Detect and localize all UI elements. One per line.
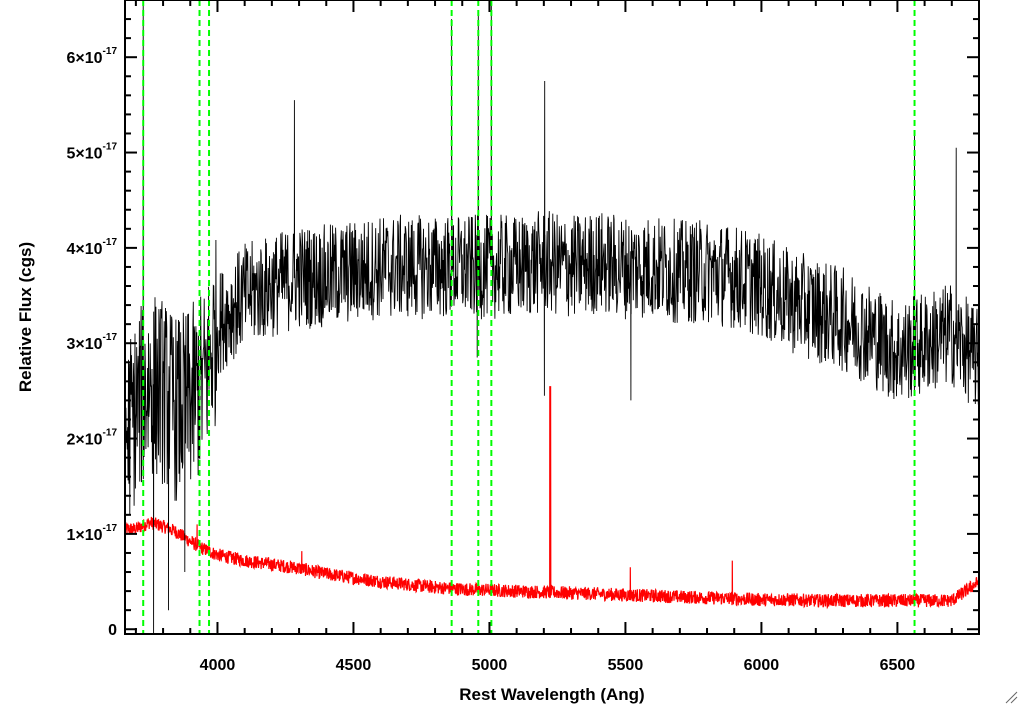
- y-tick-label: 3×10-17: [67, 332, 118, 353]
- y-tick-label: 2×10-17: [67, 428, 118, 449]
- flux-series-line: [125, 0, 979, 634]
- y-tick-label: 1×10-17: [67, 523, 118, 544]
- plot-frame: [124, 0, 980, 635]
- y-tick-label: 4×10-17: [67, 237, 118, 258]
- x-tick-label: 6000: [744, 657, 780, 674]
- series-layer: [125, 0, 979, 634]
- y-axis-ticks: 0 1×10-17 2×10-17 3×10-17 4×10-17 5×10-17 6×10…: [67, 0, 979, 639]
- vertical-line-layer: [142, 0, 916, 634]
- y-tick-label: 6×10-17: [67, 46, 118, 67]
- y-tick-label: 0: [108, 622, 117, 639]
- y-axis-label: Relative Flux (cgs): [16, 242, 35, 392]
- x-tick-label: 6500: [880, 657, 916, 674]
- x-tick-label: 5000: [472, 657, 508, 674]
- resize-grip-icon[interactable]: [1004, 690, 1018, 704]
- x-tick-label: 4500: [336, 657, 372, 674]
- x-axis-ticks: 4000 4500 5000 5500 6000 6500: [134, 0, 980, 674]
- x-axis-label: Rest Wavelength (Ang): [459, 685, 644, 704]
- x-tick-label: 5500: [608, 657, 644, 674]
- y-tick-label: 5×10-17: [67, 142, 118, 163]
- error-series-line: [125, 386, 979, 610]
- x-tick-label: 4000: [200, 657, 236, 674]
